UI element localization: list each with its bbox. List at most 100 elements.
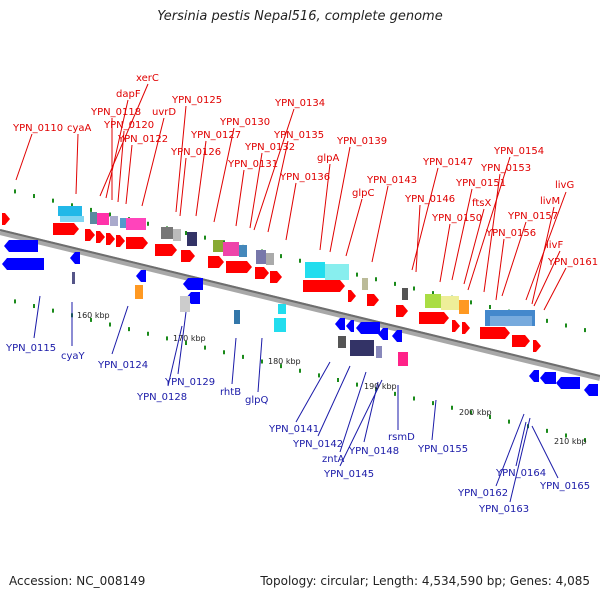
gene-label-YPN_0125: YPN_0125 [171,95,222,106]
forward-gene-arrow [208,256,224,268]
label-leader-line [363,381,379,443]
gene-label-YPN_0129: YPN_0129 [164,377,215,388]
gene-label-zntA: zntA [322,454,345,465]
label-leader-line [463,208,485,285]
feature-block [223,242,239,256]
tick-mark [280,254,282,259]
gene-features [2,206,598,396]
label-leader-line [141,117,165,207]
reverse-gene-arrow [335,318,345,330]
tick-mark [71,203,73,208]
feature-block [441,296,459,310]
forward-gene-arrow [303,280,345,292]
tick-mark [508,419,510,424]
reverse-gene-arrow [2,258,44,270]
gene-label-YPN_0131: YPN_0131 [227,159,278,170]
label-leader-line [531,206,555,305]
feature-block [274,318,286,332]
feature-block [278,304,286,314]
tick-mark [318,373,320,378]
gene-label-rsmD: rsmD [388,432,415,443]
label-leader-line [495,413,525,487]
tick-mark [90,317,92,322]
gene-label-YPN_0148: YPN_0148 [348,446,399,457]
forward-gene-arrow [396,305,408,317]
gene-label-YPN_0135: YPN_0135 [273,130,324,141]
forward-gene-arrow [155,244,177,256]
label-leader-line [253,108,295,231]
feature-block [425,294,441,308]
forward-gene-arrow [181,250,195,262]
feature-block [120,218,126,228]
forward-gene-arrow [126,237,148,249]
label-leader-line [543,267,567,311]
tick-mark [356,272,358,277]
label-leader-line [509,417,531,503]
forward-gene-arrow [348,290,356,302]
forward-gene-arrow [226,261,252,273]
label-leader-line [267,140,289,233]
label-leader-line [167,325,183,387]
gene-label-YPN_0151: YPN_0151 [455,178,506,189]
feature-block [213,240,223,252]
forward-gene-arrow [106,233,115,245]
reverse-gene-arrow [183,278,203,290]
gene-label-glpC: glpC [352,188,374,199]
reverse-gene-arrow [136,270,146,282]
label-leader-line [175,105,187,213]
tick-mark [280,364,282,369]
tick-mark [223,350,225,355]
tick-mark [470,300,472,305]
tick-mark [147,221,149,226]
gene-label-YPN_0146: YPN_0146 [404,194,455,205]
label-leader-line [235,169,245,227]
feature-block [490,316,532,326]
reverse-gene-arrow [4,240,38,252]
gene-label-dapF: dapF [116,89,141,100]
gene-label-YPN_0126: YPN_0126 [170,147,221,158]
gene-label-YPN_0157: YPN_0157 [507,211,558,222]
feature-block [180,296,190,312]
reverse-gene-arrow [378,328,388,340]
label-leader-line [179,157,187,217]
reverse-gene-arrow [356,322,380,334]
tick-mark [489,304,491,309]
feature-block [266,253,274,265]
genome-title: Yersinia pestis Nepal516, complete genom… [157,9,443,24]
gene-label-rhtB: rhtB [220,387,241,398]
tick-mark [546,428,548,433]
feature-block [398,352,408,366]
tick-mark [33,194,35,199]
feature-block [110,216,118,226]
tick-mark [52,308,54,313]
gene-label-YPN_0162: YPN_0162 [457,488,508,499]
gene-label-YPN_0163: YPN_0163 [478,504,529,515]
tick-mark [204,345,206,350]
gene-label-YPN_0145: YPN_0145 [323,469,374,480]
feature-block [376,346,382,358]
gene-label-YPN_0115: YPN_0115 [5,343,56,354]
forward-gene-arrow [462,322,470,334]
gene-label-YPN_0136: YPN_0136 [279,172,330,183]
feature-block [161,227,173,239]
tick-marks [14,189,586,443]
label-leader-line [177,311,187,375]
kbp-label-190: 190 kbp [364,382,397,391]
label-leader-line [33,295,41,339]
gene-label-YPN_0110: YPN_0110 [12,123,63,134]
tick-mark [90,207,92,212]
tick-mark [394,281,396,286]
label-leader-line [345,198,363,257]
reverse-gene-arrow [392,330,402,342]
label-leader-line [501,221,527,297]
gene-label-YPN_0120: YPN_0120 [103,120,154,131]
label-leader-line [371,185,389,263]
label-leader-line [125,144,133,205]
gene-label-YPN_0134: YPN_0134 [274,98,325,109]
gene-label-glpQ: glpQ [245,395,268,406]
tick-mark [166,336,168,341]
gene-label-YPN_0122: YPN_0122 [117,134,168,145]
tick-mark [565,323,567,328]
kbp-label-200: 200 kbp [459,408,492,417]
